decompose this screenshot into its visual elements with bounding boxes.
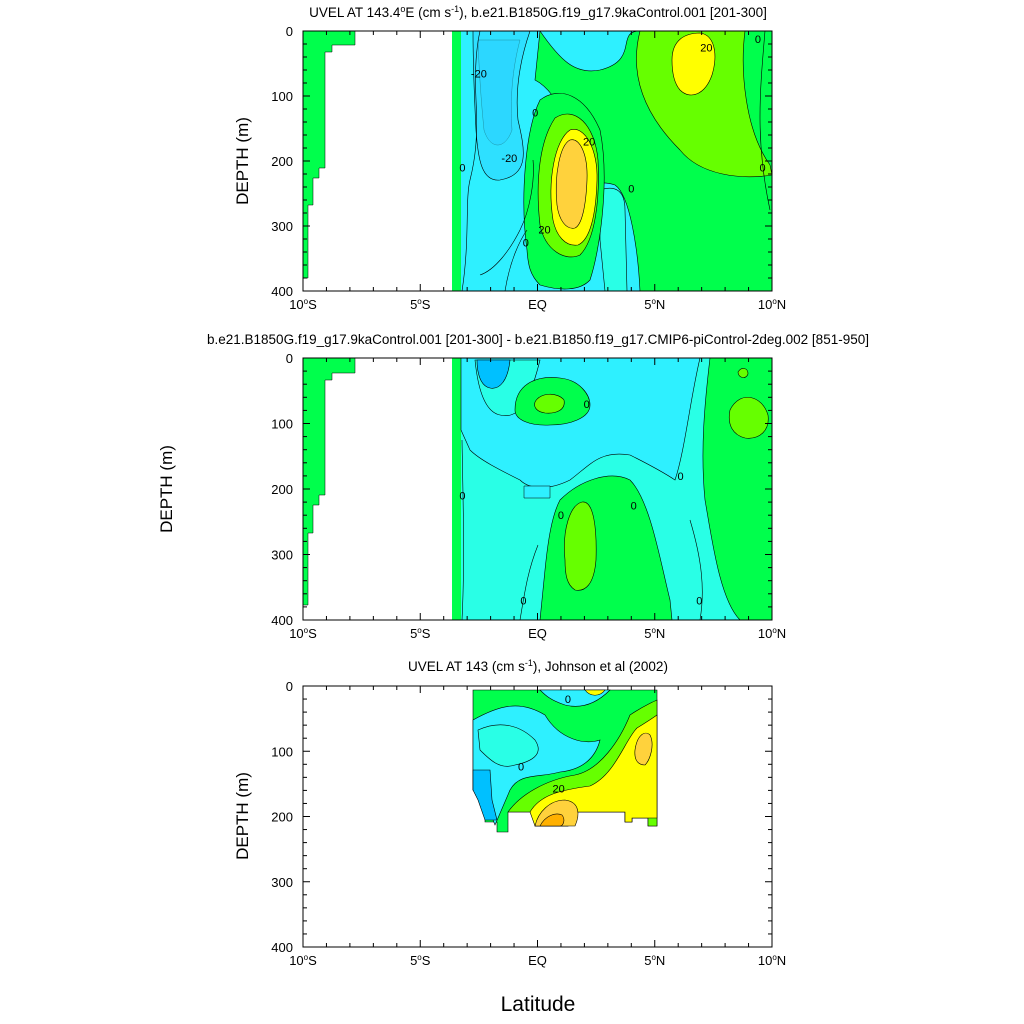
contour-label: 0 <box>696 595 702 607</box>
panel-1-land-mask-strip <box>452 31 461 291</box>
contour-label: 0 <box>532 107 538 119</box>
contour-label: 20 <box>538 224 550 236</box>
panel-3-ylabel: DEPTH (m) <box>233 772 252 860</box>
y-tick-label: 0 <box>286 679 293 694</box>
contour-label: 0 <box>760 163 766 175</box>
x-tick-label: EQ <box>528 626 547 641</box>
y-tick-label: 400 <box>271 940 293 955</box>
panel-3: UVEL AT 143 (cm s-1), Johnson et al (200… <box>233 658 786 968</box>
x-tick-label: 5oN <box>644 297 665 312</box>
x-tick-label: EQ <box>528 297 547 312</box>
x-tick-label: 10oN <box>758 953 786 968</box>
contour-label: 0 <box>677 471 683 483</box>
contour-label: 0 <box>459 163 465 175</box>
contour-label: -20 <box>471 68 487 80</box>
y-tick-label: 300 <box>271 219 293 234</box>
x-tick-label: 5oN <box>644 626 665 641</box>
panel-2-axes: 10oS 5oS EQ 5oN 10oN 0 100 200 300 400 <box>271 351 786 641</box>
y-tick-label: 300 <box>271 548 293 563</box>
panel-2: b.e21.B1850G.f19_g17.9kaControl.001 [201… <box>157 332 869 641</box>
contour-label: 20 <box>583 137 595 149</box>
x-tick-label: 10oS <box>289 953 317 968</box>
panel-3-field <box>472 689 658 833</box>
x-tick-label: 10oN <box>758 626 786 641</box>
contour-label: 0 <box>584 399 590 411</box>
panel-2-ylabel: DEPTH (m) <box>157 445 176 533</box>
x-tick-label: 10oS <box>289 297 317 312</box>
contour-label: 0 <box>565 694 571 706</box>
contour-label: 0 <box>518 761 524 773</box>
x-tick-label: 5oS <box>410 953 431 968</box>
x-axis-label: Latitude <box>501 993 576 1016</box>
x-tick-label: 5oS <box>410 297 431 312</box>
x-tick-label: 5oS <box>410 626 431 641</box>
x-tick-label: 5oN <box>644 953 665 968</box>
contour-label: 0 <box>520 595 526 607</box>
contour-label: 0 <box>523 237 529 249</box>
contour-label: 0 <box>631 500 637 512</box>
contour-label: 0 <box>558 510 564 522</box>
y-tick-label: 0 <box>286 24 293 39</box>
x-tick-label: 10oS <box>289 626 317 641</box>
y-tick-label: 0 <box>286 351 293 366</box>
panel-1-contour-labels: -20 -20 20 20 20 0 0 0 0 0 0 <box>459 34 765 249</box>
panel-1-ylabel: DEPTH (m) <box>233 117 252 205</box>
contour-label: 0 <box>459 491 465 503</box>
y-tick-label: 100 <box>271 744 293 759</box>
contour-label: 20 <box>552 783 564 795</box>
y-tick-label: 100 <box>271 89 293 104</box>
panel-1: UVEL AT 143.4oE (cm s-1), b.e21.B1850G.f… <box>233 4 786 312</box>
y-tick-label: 400 <box>271 613 293 628</box>
y-tick-label: 100 <box>271 417 293 432</box>
panel-2-field <box>303 358 772 620</box>
y-tick-label: 400 <box>271 284 293 299</box>
panel-2-contour-labels: 0 0 0 0 0 0 0 <box>459 399 702 607</box>
contour-label: -20 <box>501 153 517 165</box>
contour-label: 0 <box>755 34 761 46</box>
panel-1-land-mask-left <box>303 31 356 279</box>
y-tick-label: 200 <box>271 810 293 825</box>
y-tick-label: 200 <box>271 482 293 497</box>
y-tick-label: 200 <box>271 154 293 169</box>
contour-label: 0 <box>628 183 634 195</box>
contour-label: 20 <box>700 42 712 54</box>
panel-2-title: b.e21.B1850G.f19_g17.9kaControl.001 [201… <box>207 332 869 347</box>
x-tick-label: EQ <box>528 953 547 968</box>
x-tick-label: 10oN <box>758 297 786 312</box>
panel-3-title: UVEL AT 143 (cm s-1), Johnson et al (200… <box>408 658 668 674</box>
panel-1-title: UVEL AT 143.4oE (cm s-1), b.e21.B1850G.f… <box>309 4 767 20</box>
panel-1-field <box>303 31 772 291</box>
y-tick-label: 300 <box>271 875 293 890</box>
